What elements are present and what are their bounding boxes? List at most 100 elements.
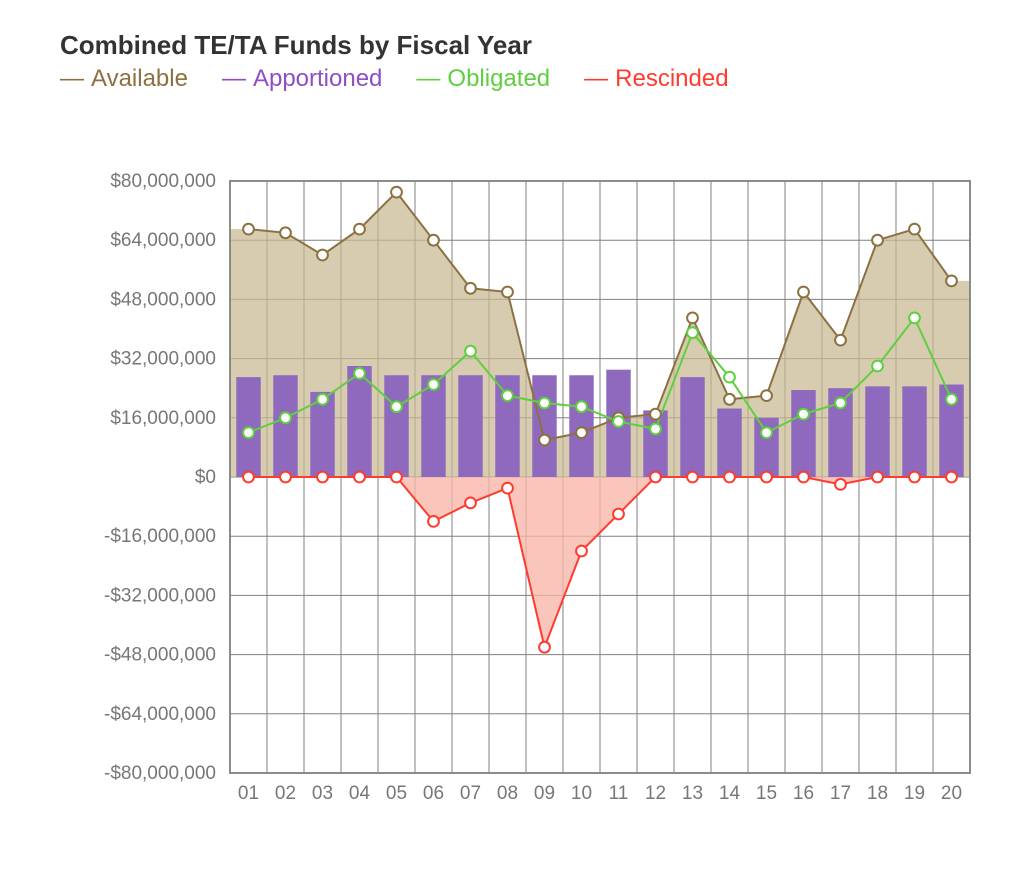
x-tick-label: 20 xyxy=(941,783,962,804)
marker-obligated xyxy=(354,368,365,379)
y-tick-label: -$80,000,000 xyxy=(104,763,216,784)
marker-available xyxy=(798,287,809,298)
marker-rescinded xyxy=(280,472,291,483)
y-tick-label: -$64,000,000 xyxy=(104,704,216,725)
marker-available xyxy=(354,224,365,235)
y-tick-label: -$32,000,000 xyxy=(104,585,216,606)
marker-available xyxy=(650,409,661,420)
x-tick-label: 12 xyxy=(645,783,666,804)
marker-rescinded xyxy=(909,472,920,483)
y-tick-label: $80,000,000 xyxy=(110,171,216,192)
x-tick-label: 01 xyxy=(238,783,259,804)
marker-rescinded xyxy=(391,472,402,483)
bar-apportioned xyxy=(717,409,741,477)
y-tick-label: -$16,000,000 xyxy=(104,526,216,547)
legend-swatch-available: — xyxy=(60,65,83,93)
x-tick-label: 16 xyxy=(793,783,814,804)
bar-apportioned xyxy=(569,375,593,477)
x-tick-label: 14 xyxy=(719,783,741,804)
marker-obligated xyxy=(317,394,328,405)
bar-apportioned xyxy=(902,386,926,477)
marker-rescinded xyxy=(576,546,587,557)
marker-rescinded xyxy=(798,472,809,483)
marker-obligated xyxy=(243,427,254,438)
bar-apportioned xyxy=(347,366,371,477)
marker-rescinded xyxy=(835,479,846,490)
marker-rescinded xyxy=(724,472,735,483)
marker-obligated xyxy=(465,346,476,357)
marker-rescinded xyxy=(354,472,365,483)
x-tick-label: 17 xyxy=(830,783,851,804)
marker-obligated xyxy=(650,424,661,435)
bar-apportioned xyxy=(458,375,482,477)
bar-apportioned xyxy=(791,390,815,477)
bar-apportioned xyxy=(384,375,408,477)
marker-rescinded xyxy=(687,472,698,483)
marker-obligated xyxy=(613,416,624,427)
marker-available xyxy=(317,250,328,261)
bar-apportioned xyxy=(680,377,704,477)
x-tick-label: 11 xyxy=(609,783,629,804)
marker-available xyxy=(502,287,513,298)
marker-rescinded xyxy=(872,472,883,483)
marker-rescinded xyxy=(946,472,957,483)
marker-rescinded xyxy=(465,498,476,509)
legend-label-available: Available xyxy=(91,65,188,93)
marker-obligated xyxy=(835,398,846,409)
marker-obligated xyxy=(428,379,439,390)
legend-label-rescinded: Rescinded xyxy=(615,65,728,93)
x-tick-label: 06 xyxy=(423,783,444,804)
x-tick-label: 05 xyxy=(386,783,407,804)
marker-rescinded xyxy=(243,472,254,483)
marker-available xyxy=(576,427,587,438)
marker-available xyxy=(243,224,254,235)
marker-rescinded xyxy=(317,472,328,483)
marker-available xyxy=(761,390,772,401)
chart-svg: $80,000,000$64,000,000$48,000,000$32,000… xyxy=(60,121,990,821)
marker-obligated xyxy=(872,361,883,372)
y-tick-label: $0 xyxy=(195,467,216,488)
marker-available xyxy=(428,235,439,246)
chart: $80,000,000$64,000,000$48,000,000$32,000… xyxy=(60,121,988,821)
legend-swatch-obligated: — xyxy=(416,65,439,93)
marker-obligated xyxy=(280,412,291,423)
marker-rescinded xyxy=(502,483,513,494)
x-tick-label: 03 xyxy=(312,783,333,804)
marker-available xyxy=(946,276,957,287)
bar-apportioned xyxy=(532,375,556,477)
legend-item-rescinded: — Rescinded xyxy=(584,65,728,93)
marker-obligated xyxy=(391,401,402,412)
y-tick-label: $48,000,000 xyxy=(110,289,216,310)
legend-label-apportioned: Apportioned xyxy=(253,65,382,93)
legend-label-obligated: Obligated xyxy=(447,65,550,93)
x-tick-label: 07 xyxy=(460,783,481,804)
legend-swatch-rescinded: — xyxy=(584,65,607,93)
marker-obligated xyxy=(576,401,587,412)
x-tick-label: 10 xyxy=(571,783,592,804)
marker-rescinded xyxy=(761,472,772,483)
marker-available xyxy=(872,235,883,246)
bar-apportioned xyxy=(273,375,297,477)
marker-rescinded xyxy=(613,509,624,520)
x-tick-label: 02 xyxy=(275,783,296,804)
legend-item-obligated: — Obligated xyxy=(416,65,550,93)
y-tick-label: $64,000,000 xyxy=(110,230,216,251)
marker-obligated xyxy=(798,409,809,420)
marker-available xyxy=(687,313,698,324)
x-tick-label: 19 xyxy=(904,783,925,804)
chart-title: Combined TE/TA Funds by Fiscal Year xyxy=(60,30,988,61)
marker-available xyxy=(391,187,402,198)
marker-available xyxy=(835,335,846,346)
marker-rescinded xyxy=(428,516,439,527)
legend: — Available — Apportioned — Obligated — … xyxy=(60,65,988,93)
x-tick-label: 09 xyxy=(534,783,555,804)
marker-available xyxy=(280,227,291,238)
legend-item-available: — Available xyxy=(60,65,188,93)
x-tick-label: 15 xyxy=(756,783,777,804)
marker-obligated xyxy=(539,398,550,409)
marker-obligated xyxy=(946,394,957,405)
marker-obligated xyxy=(687,327,698,338)
marker-available xyxy=(724,394,735,405)
legend-swatch-apportioned: — xyxy=(222,65,245,93)
marker-available xyxy=(539,435,550,446)
